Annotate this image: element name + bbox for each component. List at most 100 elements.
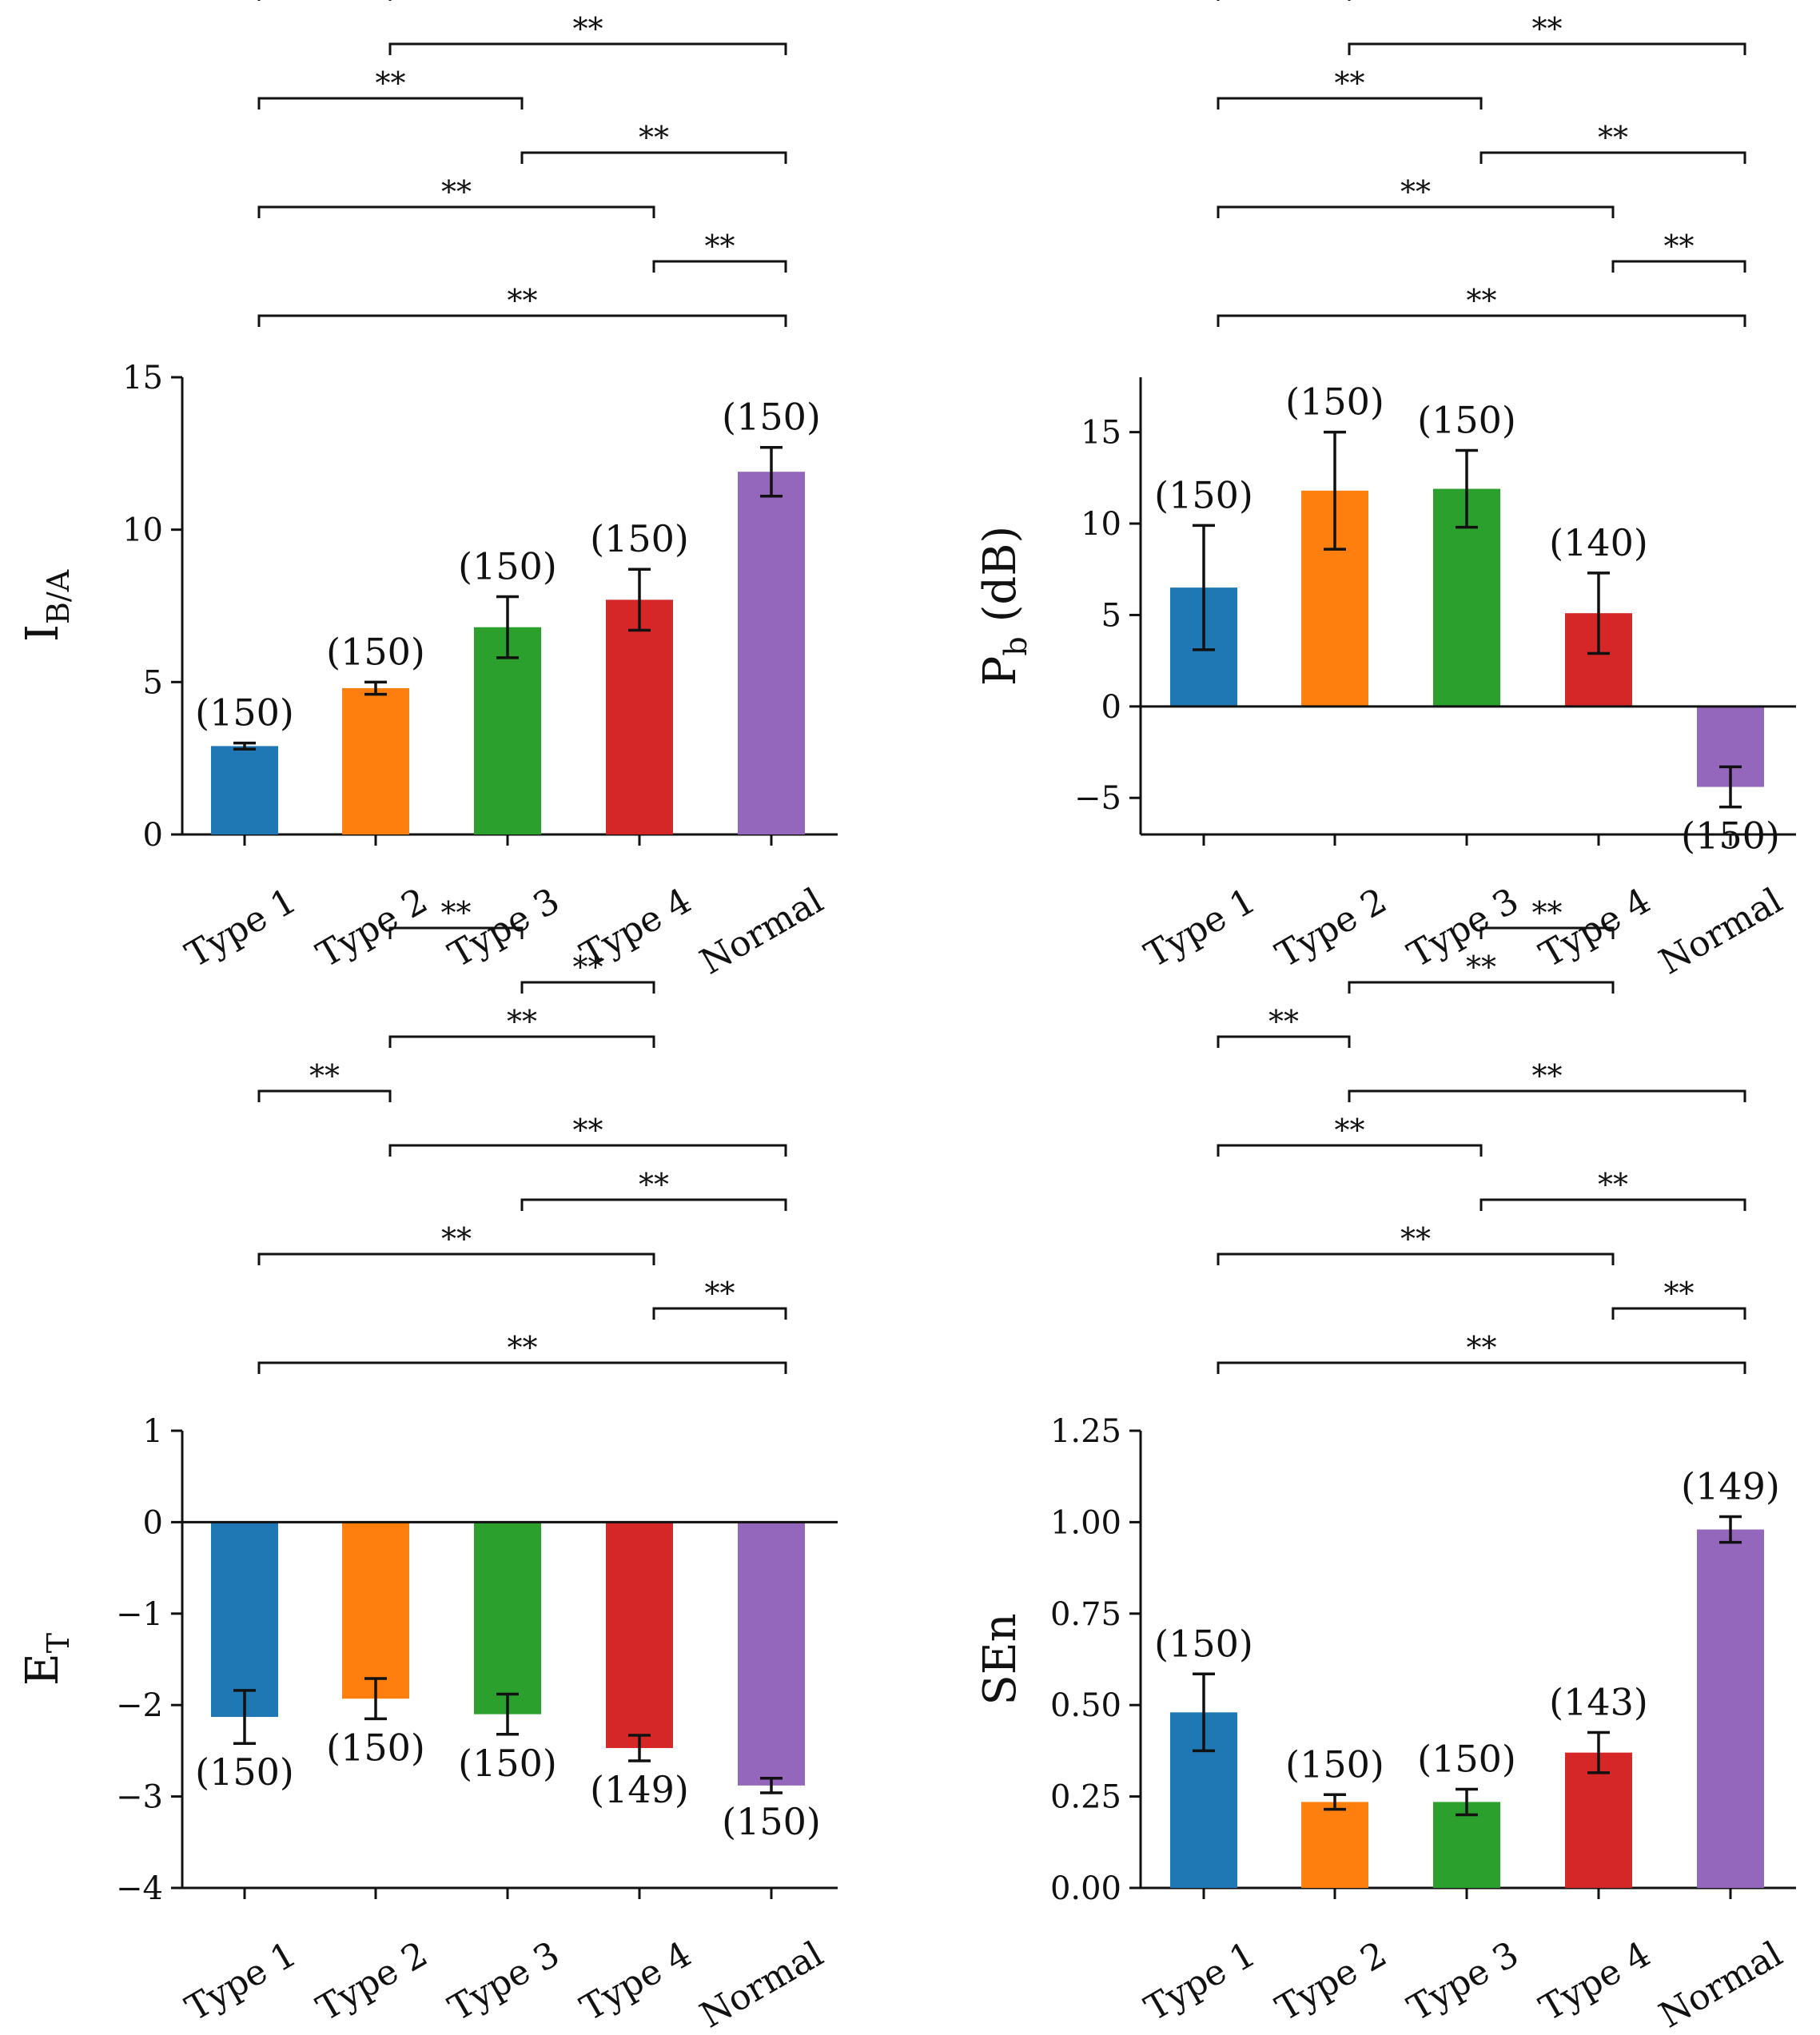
significance-label: ** [573, 1113, 603, 1148]
count-label: (150) [1417, 1737, 1516, 1780]
significance-bracket [388, 1144, 787, 1157]
bar [1301, 1802, 1368, 1888]
count-label: (150) [1154, 1622, 1253, 1665]
count-label: (150) [458, 1742, 557, 1785]
significance-bracket [257, 97, 524, 110]
count-label: (149) [590, 1768, 689, 1811]
significance-bracket [652, 260, 787, 273]
y-tick-label: −1 [116, 1596, 163, 1633]
significance-label: ** [1664, 229, 1695, 264]
significance-label: ** [1400, 174, 1431, 209]
significance-bracket [1217, 314, 1746, 327]
y-tick-label: −2 [116, 1687, 163, 1724]
count-label: (140) [1549, 521, 1648, 564]
significance-label: ** [1598, 1167, 1628, 1202]
count-label: (150) [326, 1726, 425, 1769]
count-label: (150) [722, 1800, 821, 1843]
bar [342, 1522, 409, 1699]
significance-bracket [1348, 1089, 1746, 1102]
category-label: Type 1 [179, 1933, 304, 2029]
category-label: Type 1 [179, 880, 304, 975]
y-tick-label: 1 [143, 1413, 163, 1450]
significance-bracket [1217, 0, 1351, 1]
significance-bracket [520, 1198, 787, 1211]
category-label: Normal [1652, 1933, 1789, 2035]
panel-pb: −5 0 5 10 15 Pb (dB) (150) Type 1 (150) Type 2 (15… [974, 0, 1796, 983]
category-label: Type 2 [310, 1933, 435, 2029]
significance-bracket [1217, 1252, 1615, 1265]
bar [606, 1522, 673, 1748]
y-tick-label: 10 [122, 512, 163, 549]
bar [738, 1522, 805, 1786]
bar [474, 627, 541, 834]
y-tick-label: 15 [1081, 415, 1121, 452]
bar [474, 1522, 541, 1714]
significance-label: ** [1268, 1004, 1299, 1039]
count-label: (150) [458, 545, 557, 588]
significance-label: ** [1335, 66, 1365, 101]
y-tick-label: 5 [1101, 597, 1121, 634]
y-tick-label: 0.50 [1050, 1687, 1121, 1724]
significance-bracket [1479, 926, 1615, 939]
significance-bracket [1217, 1035, 1351, 1048]
significance-label: ** [441, 895, 472, 930]
y-axis-label: IB/A [17, 569, 76, 642]
y-tick-label: 0.75 [1050, 1596, 1121, 1633]
count-label: (149) [1681, 1465, 1780, 1508]
significance-bracket [1217, 1361, 1746, 1374]
bar [606, 599, 673, 834]
significance-bracket [652, 1307, 787, 1320]
significance-label: ** [1532, 11, 1563, 46]
y-axis-label: ET [17, 1633, 76, 1686]
count-label: (150) [195, 1750, 294, 1794]
category-label: Normal [1652, 880, 1789, 982]
category-label: Type 1 [1138, 1933, 1263, 2029]
bar [1697, 1529, 1764, 1888]
significance-label: ** [1532, 1058, 1563, 1093]
significance-label: ** [1532, 895, 1563, 930]
count-label: (150) [326, 630, 425, 673]
significance-bracket [1348, 981, 1615, 994]
count-label: (150) [195, 691, 294, 735]
significance-label: ** [573, 11, 603, 46]
y-axis-label: SEn [974, 1613, 1026, 1705]
significance-label: ** [441, 1221, 472, 1256]
significance-bracket [257, 1252, 655, 1265]
count-label: (150) [722, 396, 821, 439]
y-tick-label: 0.25 [1050, 1779, 1121, 1816]
bar [211, 1522, 278, 1718]
y-tick-label: −5 [1074, 780, 1121, 817]
bar [211, 746, 278, 834]
category-label: Type 3 [1401, 1933, 1526, 2029]
significance-bracket [1611, 1307, 1746, 1320]
bar [738, 472, 805, 834]
bar [1565, 1752, 1632, 1888]
significance-label: ** [705, 229, 735, 264]
y-tick-label: 0 [143, 817, 163, 854]
significance-bracket [388, 1035, 655, 1048]
count-label: (150) [1154, 473, 1253, 516]
significance-label: ** [1335, 1113, 1365, 1148]
significance-bracket [520, 151, 787, 164]
y-tick-label: 15 [122, 360, 163, 396]
significance-bracket [257, 314, 787, 327]
count-label: (143) [1549, 1681, 1648, 1724]
significance-bracket [257, 1089, 392, 1102]
bar [1433, 1802, 1500, 1888]
significance-bracket [1479, 151, 1746, 164]
significance-bracket [257, 1361, 787, 1374]
y-tick-label: 0 [1101, 689, 1121, 726]
y-tick-label: −4 [116, 1870, 163, 1907]
significance-label: ** [309, 1058, 340, 1093]
panel-sen: 0.00 0.25 0.50 0.75 1.00 1.25 SEn (150) Type 1 (1… [974, 895, 1796, 2035]
panel-et: −4 −3 −2 −1 0 1 ET (150) Type 1 (150) Type 2 (150) T… [17, 895, 838, 2035]
y-tick-label: 10 [1081, 506, 1121, 543]
y-axis-label: Pb (dB) [974, 526, 1033, 687]
significance-label: ** [639, 1167, 669, 1202]
category-label: Type 4 [1533, 1933, 1658, 2029]
significance-label: ** [1467, 283, 1497, 318]
significance-bracket [388, 42, 787, 55]
significance-label: ** [639, 120, 669, 155]
